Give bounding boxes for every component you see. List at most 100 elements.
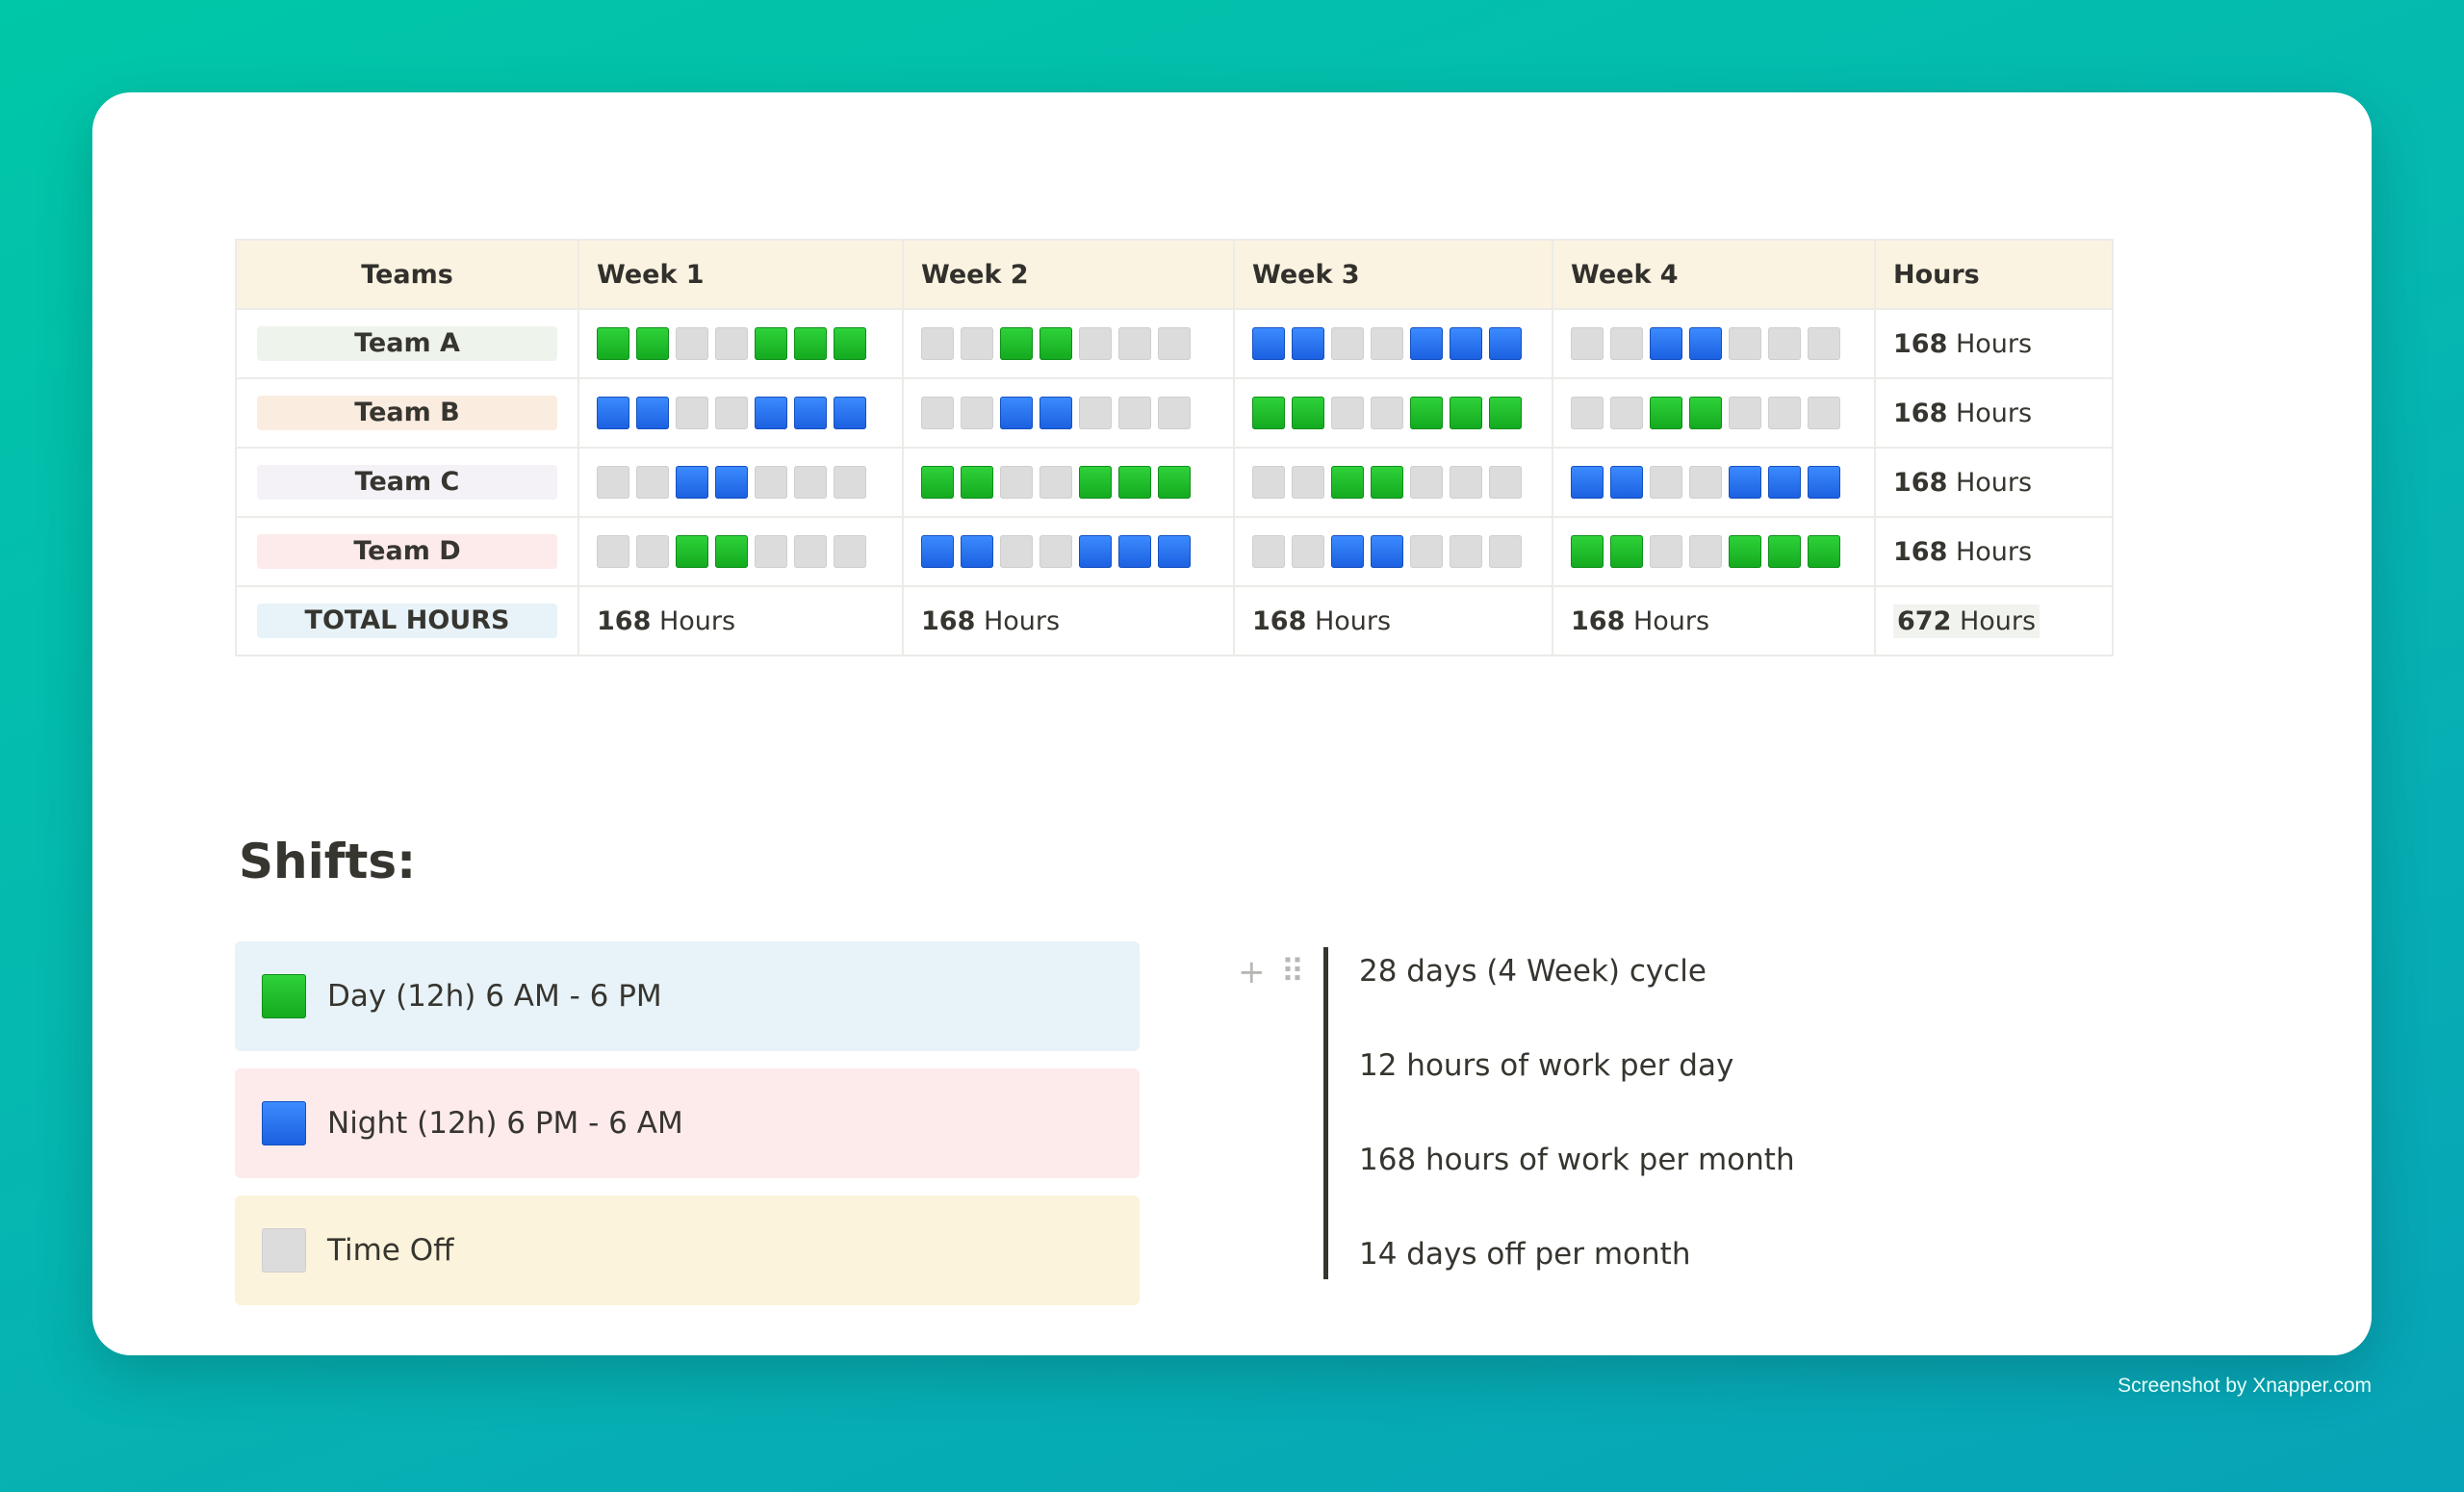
night-shift-square-icon xyxy=(1118,535,1151,568)
week-cell[interactable] xyxy=(1233,516,1553,587)
cycle-notes-quote[interactable]: 28 days (4 Week) cycle 12 hours of work p… xyxy=(1359,941,1795,1319)
week-cell[interactable] xyxy=(578,516,904,587)
off-shift-square-icon xyxy=(715,397,748,429)
team-cell[interactable]: Team B xyxy=(235,377,579,449)
day-squares xyxy=(597,535,885,568)
off-shift-square-icon xyxy=(1079,397,1112,429)
off-shift-square-icon xyxy=(1689,535,1722,568)
off-shift-square-icon xyxy=(1410,466,1443,499)
off-shift-square-icon xyxy=(834,535,866,568)
night-shift-square-icon xyxy=(1371,535,1403,568)
week-total-cell[interactable]: 168 Hours xyxy=(1552,585,1876,656)
night-shift-square-icon xyxy=(1729,466,1761,499)
day-squares xyxy=(1252,397,1534,429)
day-squares xyxy=(921,397,1216,429)
off-shift-square-icon xyxy=(921,397,954,429)
week-cell[interactable] xyxy=(1552,516,1876,587)
green-square-icon xyxy=(262,974,306,1018)
week-cell[interactable] xyxy=(1233,308,1553,379)
day-shift-square-icon xyxy=(921,466,954,499)
off-shift-square-icon xyxy=(1689,466,1722,499)
day-squares xyxy=(597,327,885,360)
day-shift-square-icon xyxy=(1040,327,1072,360)
total-label-cell[interactable]: TOTAL HOURS xyxy=(235,585,579,656)
week-total-cell[interactable]: 168 Hours xyxy=(578,585,904,656)
hours-value: 168 xyxy=(1893,467,1948,498)
hours-cell[interactable]: 168 Hours xyxy=(1874,516,2114,587)
week-cell[interactable] xyxy=(578,377,904,449)
hours-cell[interactable]: 168 Hours xyxy=(1874,447,2114,518)
night-shift-square-icon xyxy=(1689,327,1722,360)
header-hours[interactable]: Hours xyxy=(1874,239,2114,310)
week-cell[interactable] xyxy=(902,516,1235,587)
legend-label: Night (12h) 6 PM - 6 AM xyxy=(327,1106,683,1141)
header-week-1[interactable]: Week 1 xyxy=(578,239,904,310)
day-shift-square-icon xyxy=(1489,397,1522,429)
block-handles: + ⠿ xyxy=(1238,953,1304,991)
week-total-cell[interactable]: 168 Hours xyxy=(1233,585,1553,656)
week-total-unit: Hours xyxy=(983,605,1061,636)
night-shift-square-icon xyxy=(794,397,827,429)
day-shift-square-icon xyxy=(1650,397,1682,429)
week-cell[interactable] xyxy=(902,377,1235,449)
off-shift-square-icon xyxy=(1371,327,1403,360)
week-cell[interactable] xyxy=(1552,308,1876,379)
off-shift-square-icon xyxy=(597,466,629,499)
team-cell[interactable]: Team A xyxy=(235,308,579,379)
night-shift-square-icon xyxy=(1252,327,1285,360)
night-shift-square-icon xyxy=(1450,327,1482,360)
header-week-4[interactable]: Week 4 xyxy=(1552,239,1876,310)
week-cell[interactable] xyxy=(1552,377,1876,449)
team-cell[interactable]: Team C xyxy=(235,447,579,518)
table-header-row: Teams Week 1 Week 2 Week 3 Week 4 Hours xyxy=(235,239,2114,310)
week-cell[interactable] xyxy=(1233,447,1553,518)
week-total-unit: Hours xyxy=(1314,605,1392,636)
day-shift-square-icon xyxy=(1571,535,1604,568)
week-cell[interactable] xyxy=(578,308,904,379)
header-teams[interactable]: Teams xyxy=(235,239,579,310)
week-cell[interactable] xyxy=(1233,377,1553,449)
day-squares xyxy=(1571,327,1857,360)
week-cell[interactable] xyxy=(902,308,1235,379)
day-shift-square-icon xyxy=(1000,327,1033,360)
off-shift-square-icon xyxy=(636,535,669,568)
off-shift-square-icon xyxy=(597,535,629,568)
off-shift-square-icon xyxy=(1331,397,1364,429)
off-shift-square-icon xyxy=(1000,466,1033,499)
day-shift-square-icon xyxy=(1331,466,1364,499)
week-total-cell[interactable]: 168 Hours xyxy=(902,585,1235,656)
off-shift-square-icon xyxy=(1768,327,1801,360)
off-shift-square-icon xyxy=(1118,397,1151,429)
legend-callout-day[interactable]: Day (12h) 6 AM - 6 PM xyxy=(235,941,1140,1051)
header-week-3[interactable]: Week 3 xyxy=(1233,239,1553,310)
add-block-icon[interactable]: + xyxy=(1238,953,1266,991)
header-week-2[interactable]: Week 2 xyxy=(902,239,1235,310)
day-shift-square-icon xyxy=(755,327,787,360)
team-label: Team D xyxy=(257,534,557,569)
off-shift-square-icon xyxy=(1040,466,1072,499)
team-cell[interactable]: Team D xyxy=(235,516,579,587)
grand-total-cell[interactable]: 672 Hours xyxy=(1874,585,2114,656)
team-label: Team A xyxy=(257,326,557,361)
week-cell[interactable] xyxy=(902,447,1235,518)
off-shift-square-icon xyxy=(1252,466,1285,499)
night-shift-square-icon xyxy=(1040,397,1072,429)
off-shift-square-icon xyxy=(794,466,827,499)
night-shift-square-icon xyxy=(715,466,748,499)
day-squares xyxy=(921,535,1216,568)
screenshot-credit: Screenshot by Xnapper.com xyxy=(2118,1375,2372,1397)
off-shift-square-icon xyxy=(1450,466,1482,499)
hours-cell[interactable]: 168 Hours xyxy=(1874,308,2114,379)
week-cell[interactable] xyxy=(578,447,904,518)
night-shift-square-icon xyxy=(961,535,993,568)
off-shift-square-icon xyxy=(1158,327,1191,360)
drag-handle-icon[interactable]: ⠿ xyxy=(1280,953,1305,991)
night-shift-square-icon xyxy=(1650,327,1682,360)
grand-total-unit: Hours xyxy=(1959,605,2037,636)
hours-cell[interactable]: 168 Hours xyxy=(1874,377,2114,449)
off-shift-square-icon xyxy=(1158,397,1191,429)
night-shift-square-icon xyxy=(1331,535,1364,568)
week-cell[interactable] xyxy=(1552,447,1876,518)
legend-callout-off[interactable]: Time Off xyxy=(235,1196,1140,1305)
legend-callout-night[interactable]: Night (12h) 6 PM - 6 AM xyxy=(235,1068,1140,1178)
